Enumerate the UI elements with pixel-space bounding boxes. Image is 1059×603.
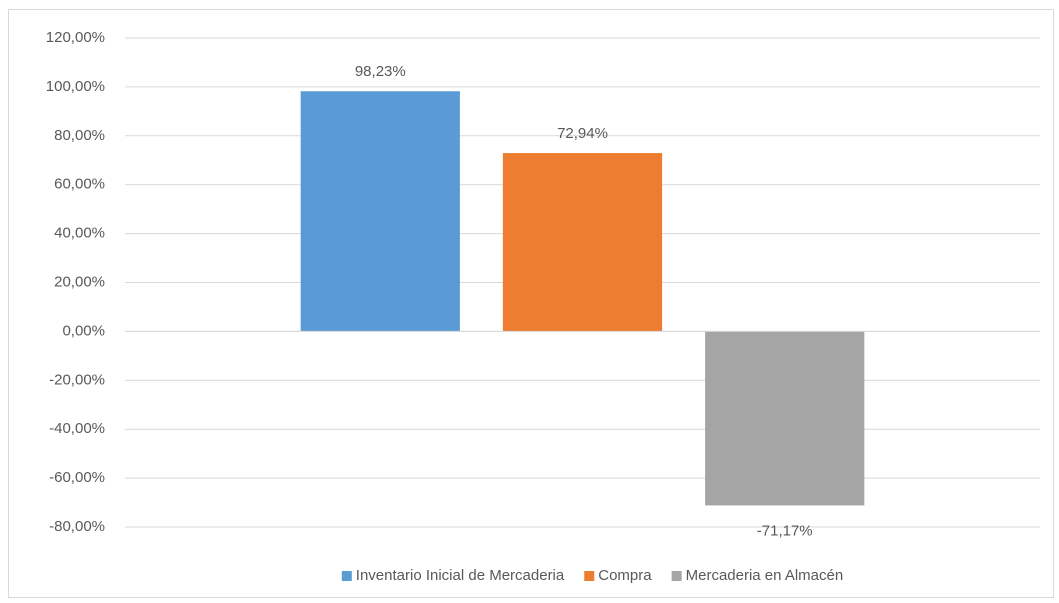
y-tick-label: -60,00% [49,469,105,486]
y-tick-label: 40,00% [54,225,105,242]
y-tick-label: -80,00% [49,518,105,535]
legend-swatch [584,571,595,581]
data-label: -71,17% [757,522,813,539]
bar [300,91,460,332]
bar [705,331,865,506]
y-tick-label: 0,00% [62,322,105,339]
y-tick-label: -40,00% [49,420,105,437]
legend-label: Compra [598,567,652,584]
legend-label: Mercaderia en Almacén [686,567,844,584]
y-tick-label: 80,00% [54,127,105,144]
legend-label: Inventario Inicial de Mercaderia [356,567,565,584]
bar [502,153,663,332]
data-label: 72,94% [557,125,608,142]
legend-swatch [671,571,682,581]
y-tick-label: 120,00% [46,29,105,46]
y-tick-label: 100,00% [46,78,105,95]
y-tick-label: 60,00% [54,176,105,193]
y-tick-label: 20,00% [54,273,105,290]
legend-swatch [341,571,352,581]
y-tick-label: -20,00% [49,371,105,388]
data-label: 98,23% [355,63,406,80]
